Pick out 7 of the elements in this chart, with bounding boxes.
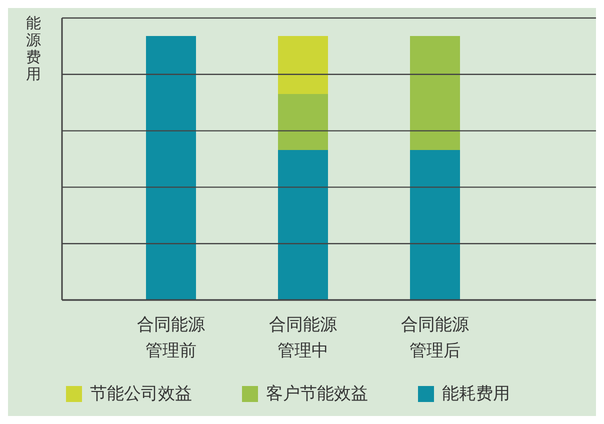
x-tick-label: 合同能源管理前: [136, 314, 206, 360]
x-tick-label: 合同能源管理中: [268, 314, 338, 360]
legend-label: 节能公司效益: [90, 383, 192, 405]
legend-label: 客户节能效益: [266, 383, 368, 405]
y-axis-title: 能源费用: [26, 14, 41, 83]
x-tick-label: 合同能源管理后: [400, 314, 470, 360]
legend-label: 能耗费用: [442, 383, 510, 405]
